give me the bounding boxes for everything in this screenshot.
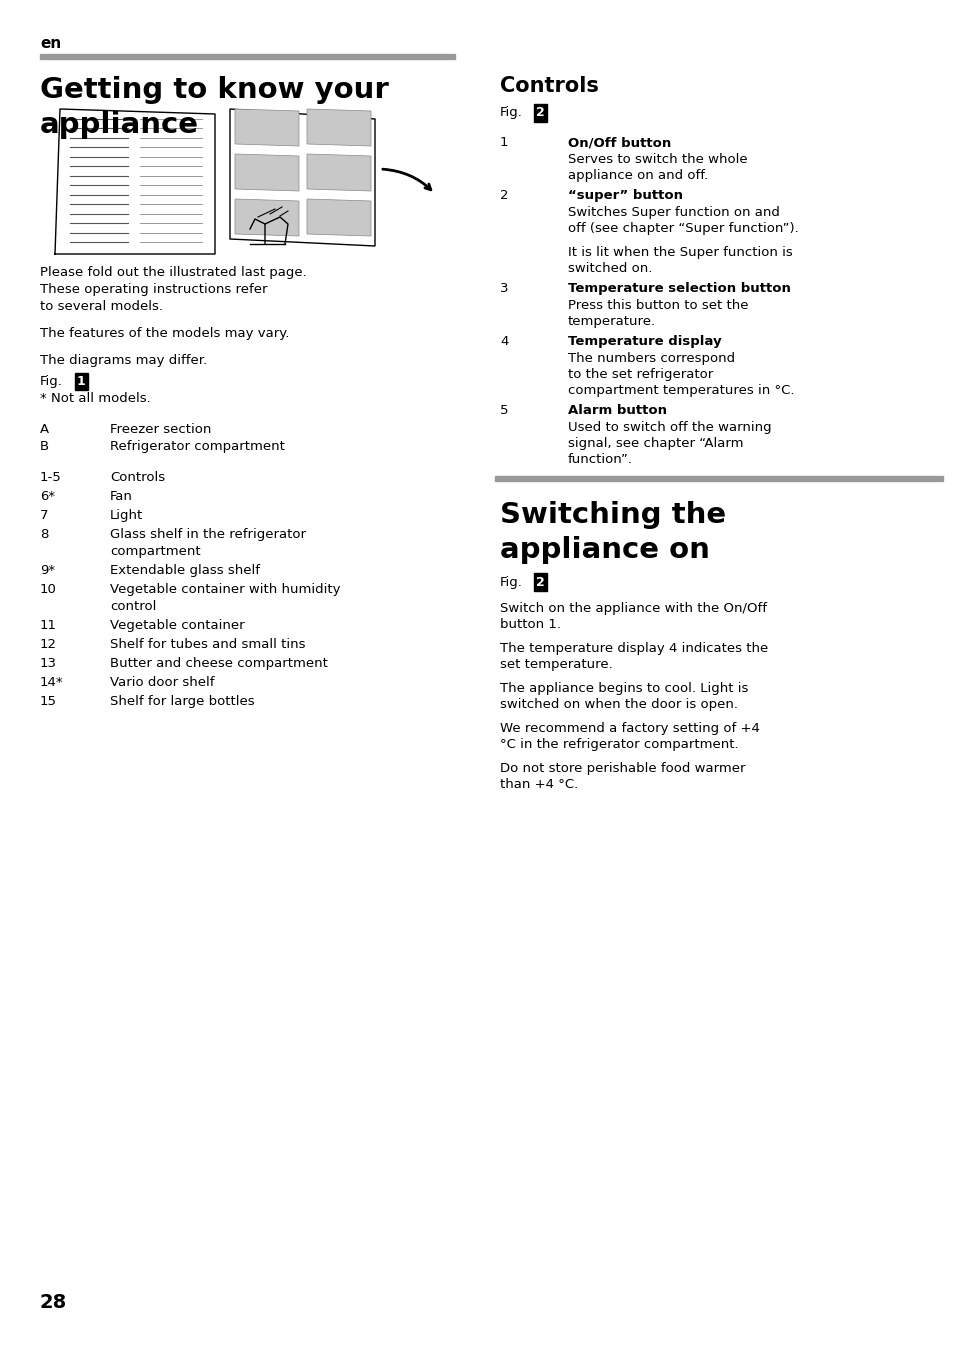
Text: function”.: function”. — [567, 454, 633, 466]
Text: It is lit when the Super function is: It is lit when the Super function is — [567, 246, 792, 259]
Text: compartment: compartment — [110, 544, 200, 558]
Text: 2: 2 — [536, 575, 544, 589]
Text: 4: 4 — [499, 334, 508, 348]
Polygon shape — [307, 110, 371, 146]
Text: Shelf for large bottles: Shelf for large bottles — [110, 695, 254, 708]
Text: Fan: Fan — [110, 490, 132, 502]
Text: Switch on the appliance with the On/Off: Switch on the appliance with the On/Off — [499, 603, 766, 615]
Text: Serves to switch the whole: Serves to switch the whole — [567, 153, 747, 167]
Text: Extendable glass shelf: Extendable glass shelf — [110, 563, 260, 577]
Text: 13: 13 — [40, 657, 57, 670]
Text: 8: 8 — [40, 528, 49, 540]
Text: 14*: 14* — [40, 676, 64, 689]
Text: Press this button to set the: Press this button to set the — [567, 299, 748, 311]
Text: 28: 28 — [40, 1293, 67, 1312]
Text: set temperature.: set temperature. — [499, 658, 612, 672]
Polygon shape — [234, 110, 298, 146]
Polygon shape — [234, 154, 298, 191]
Text: Fig.: Fig. — [499, 106, 522, 119]
Text: °C in the refrigerator compartment.: °C in the refrigerator compartment. — [499, 738, 738, 751]
Text: 7: 7 — [40, 509, 49, 521]
Text: Please fold out the illustrated last page.: Please fold out the illustrated last pag… — [40, 265, 307, 279]
Text: Switching the: Switching the — [499, 501, 725, 529]
Text: The diagrams may differ.: The diagrams may differ. — [40, 355, 207, 367]
Text: 1: 1 — [499, 135, 508, 149]
Text: Controls: Controls — [499, 76, 598, 96]
Text: Vegetable container: Vegetable container — [110, 619, 244, 631]
Polygon shape — [234, 199, 298, 236]
Text: 15: 15 — [40, 695, 57, 708]
Text: 3: 3 — [499, 282, 508, 295]
Text: We recommend a factory setting of +4: We recommend a factory setting of +4 — [499, 722, 760, 735]
Text: 2: 2 — [536, 107, 544, 119]
Text: compartment temperatures in °C.: compartment temperatures in °C. — [567, 385, 794, 397]
Text: Light: Light — [110, 509, 143, 521]
Text: Freezer section: Freezer section — [110, 422, 212, 436]
Text: Temperature selection button: Temperature selection button — [567, 282, 790, 295]
Text: off (see chapter “Super function”).: off (see chapter “Super function”). — [567, 222, 798, 236]
Text: Butter and cheese compartment: Butter and cheese compartment — [110, 657, 328, 670]
Text: Fig.: Fig. — [499, 575, 522, 589]
Bar — [40, 54, 455, 60]
Text: 12: 12 — [40, 638, 57, 651]
Text: Glass shelf in the refrigerator: Glass shelf in the refrigerator — [110, 528, 306, 540]
Text: to the set refrigerator: to the set refrigerator — [567, 368, 713, 380]
Text: appliance: appliance — [40, 111, 199, 139]
Text: Refrigerator compartment: Refrigerator compartment — [110, 440, 285, 454]
Text: Used to switch off the warning: Used to switch off the warning — [567, 421, 771, 435]
Text: switched on.: switched on. — [567, 263, 652, 275]
Bar — [495, 477, 942, 481]
Text: Vegetable container with humidity: Vegetable container with humidity — [110, 582, 340, 596]
Polygon shape — [307, 154, 371, 191]
Text: 1-5: 1-5 — [40, 471, 62, 483]
Text: temperature.: temperature. — [567, 315, 656, 328]
Text: 5: 5 — [499, 403, 508, 417]
Text: Controls: Controls — [110, 471, 165, 483]
Text: control: control — [110, 600, 156, 612]
Text: A: A — [40, 422, 49, 436]
Text: The numbers correspond: The numbers correspond — [567, 352, 735, 366]
Text: than +4 °C.: than +4 °C. — [499, 779, 578, 791]
Text: 2: 2 — [499, 190, 508, 202]
Text: Do not store perishable food warmer: Do not store perishable food warmer — [499, 762, 744, 774]
Text: 6*: 6* — [40, 490, 55, 502]
Text: button 1.: button 1. — [499, 617, 560, 631]
Text: The appliance begins to cool. Light is: The appliance begins to cool. Light is — [499, 682, 747, 695]
Text: to several models.: to several models. — [40, 301, 163, 313]
Text: 1: 1 — [77, 375, 86, 387]
Text: Temperature display: Temperature display — [567, 334, 720, 348]
Text: Switches Super function on and: Switches Super function on and — [567, 206, 779, 219]
Text: Alarm button: Alarm button — [567, 403, 666, 417]
Text: Fig.: Fig. — [40, 375, 63, 389]
Text: The features of the models may vary.: The features of the models may vary. — [40, 328, 289, 340]
Text: en: en — [40, 37, 61, 51]
Text: On/Off button: On/Off button — [567, 135, 671, 149]
Text: 9*: 9* — [40, 563, 55, 577]
Text: Shelf for tubes and small tins: Shelf for tubes and small tins — [110, 638, 305, 651]
Text: appliance on and off.: appliance on and off. — [567, 169, 707, 181]
Text: Getting to know your: Getting to know your — [40, 76, 388, 104]
Text: The temperature display 4 indicates the: The temperature display 4 indicates the — [499, 642, 767, 655]
Text: These operating instructions refer: These operating instructions refer — [40, 283, 267, 297]
Text: 11: 11 — [40, 619, 57, 631]
Text: appliance on: appliance on — [499, 536, 709, 565]
Text: B: B — [40, 440, 49, 454]
Text: Vario door shelf: Vario door shelf — [110, 676, 214, 689]
Polygon shape — [307, 199, 371, 236]
Text: * Not all models.: * Not all models. — [40, 393, 151, 405]
Text: “super” button: “super” button — [567, 190, 682, 202]
Text: 10: 10 — [40, 582, 57, 596]
Text: signal, see chapter “Alarm: signal, see chapter “Alarm — [567, 437, 742, 450]
Text: switched on when the door is open.: switched on when the door is open. — [499, 699, 738, 711]
